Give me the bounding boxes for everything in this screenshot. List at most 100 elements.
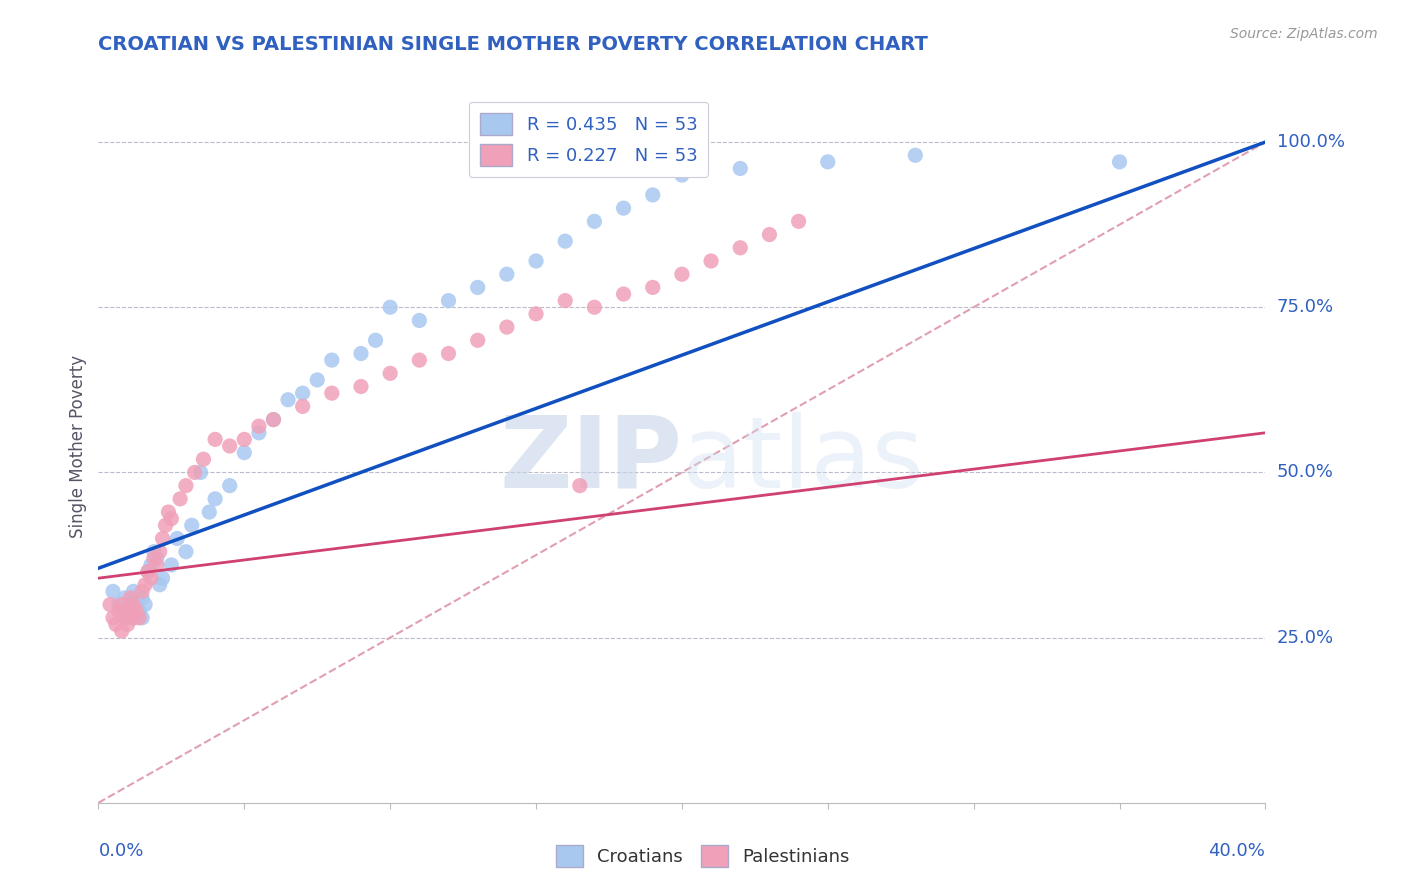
Point [111, 598, 134, 612]
Point [160, 511, 183, 525]
Point [554, 234, 576, 248]
Point [641, 280, 664, 294]
Point [98, 598, 121, 612]
Point [204, 491, 226, 506]
Text: atlas: atlas [682, 412, 924, 508]
Point [111, 624, 134, 638]
Point [160, 558, 183, 572]
Point [155, 518, 177, 533]
Point [120, 591, 142, 605]
Text: ZIP: ZIP [499, 412, 682, 508]
Text: CROATIAN VS PALESTINIAN SINGLE MOTHER POVERTY CORRELATION CHART: CROATIAN VS PALESTINIAN SINGLE MOTHER PO… [98, 35, 928, 54]
Point [554, 293, 576, 308]
Point [350, 346, 373, 360]
Point [128, 604, 150, 618]
Point [467, 333, 489, 347]
Point [169, 491, 191, 506]
Point [117, 604, 139, 618]
Point [152, 571, 174, 585]
Point [437, 293, 460, 308]
Point [149, 578, 172, 592]
Point [139, 558, 162, 572]
Legend: Croatians, Palestinians: Croatians, Palestinians [548, 838, 858, 874]
Point [524, 307, 547, 321]
Point [583, 214, 606, 228]
Point [125, 604, 148, 618]
Point [174, 545, 197, 559]
Point [758, 227, 780, 242]
Point [904, 148, 927, 162]
Point [125, 598, 148, 612]
Text: 75.0%: 75.0% [1277, 298, 1334, 317]
Point [378, 300, 402, 314]
Point [122, 584, 145, 599]
Point [157, 505, 180, 519]
Point [146, 551, 169, 566]
Point [139, 571, 162, 585]
Point [233, 445, 256, 459]
Point [146, 558, 169, 572]
Point [190, 466, 212, 480]
Point [262, 412, 284, 426]
Point [174, 478, 197, 492]
Point [131, 591, 153, 605]
Point [495, 267, 517, 281]
Point [247, 425, 270, 440]
Point [104, 617, 127, 632]
Y-axis label: Single Mother Poverty: Single Mother Poverty [69, 354, 87, 538]
Point [122, 611, 145, 625]
Text: Source: ZipAtlas.com: Source: ZipAtlas.com [1230, 27, 1378, 41]
Point [136, 565, 159, 579]
Point [437, 346, 460, 360]
Point [641, 188, 664, 202]
Point [262, 412, 284, 426]
Point [728, 161, 751, 176]
Point [277, 392, 299, 407]
Point [247, 419, 270, 434]
Point [568, 478, 591, 492]
Point [364, 333, 387, 347]
Point [233, 433, 256, 447]
Text: 100.0%: 100.0% [1277, 133, 1344, 151]
Point [671, 267, 693, 281]
Point [1108, 154, 1130, 169]
Point [817, 154, 839, 169]
Point [612, 287, 634, 301]
Point [321, 353, 343, 368]
Point [134, 598, 156, 612]
Point [700, 254, 723, 268]
Point [114, 611, 136, 625]
Point [117, 617, 139, 632]
Point [134, 578, 156, 592]
Point [128, 611, 150, 625]
Point [291, 400, 314, 414]
Point [183, 466, 205, 480]
Point [101, 584, 124, 599]
Point [142, 551, 165, 566]
Point [583, 300, 606, 314]
Point [218, 478, 240, 492]
Point [218, 439, 240, 453]
Point [122, 598, 145, 612]
Point [467, 280, 489, 294]
Point [114, 591, 136, 605]
Point [101, 611, 124, 625]
Point [166, 532, 188, 546]
Text: 25.0%: 25.0% [1277, 629, 1334, 647]
Point [350, 379, 373, 393]
Point [131, 584, 153, 599]
Point [787, 214, 810, 228]
Point [671, 168, 693, 182]
Point [204, 433, 226, 447]
Point [136, 565, 159, 579]
Point [149, 545, 172, 559]
Point [122, 611, 145, 625]
Point [180, 518, 202, 533]
Text: 50.0%: 50.0% [1277, 464, 1333, 482]
Point [131, 611, 153, 625]
Point [291, 386, 314, 401]
Point [111, 604, 134, 618]
Point [728, 241, 751, 255]
Point [198, 505, 221, 519]
Point [612, 201, 634, 215]
